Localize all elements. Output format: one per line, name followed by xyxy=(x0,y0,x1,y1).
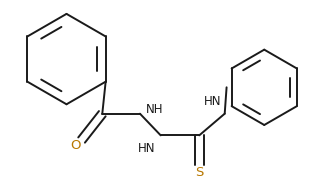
Text: NH: NH xyxy=(146,103,163,116)
Text: HN: HN xyxy=(203,95,221,108)
Text: S: S xyxy=(195,166,203,179)
Text: O: O xyxy=(71,139,81,152)
Text: HN: HN xyxy=(138,142,155,155)
